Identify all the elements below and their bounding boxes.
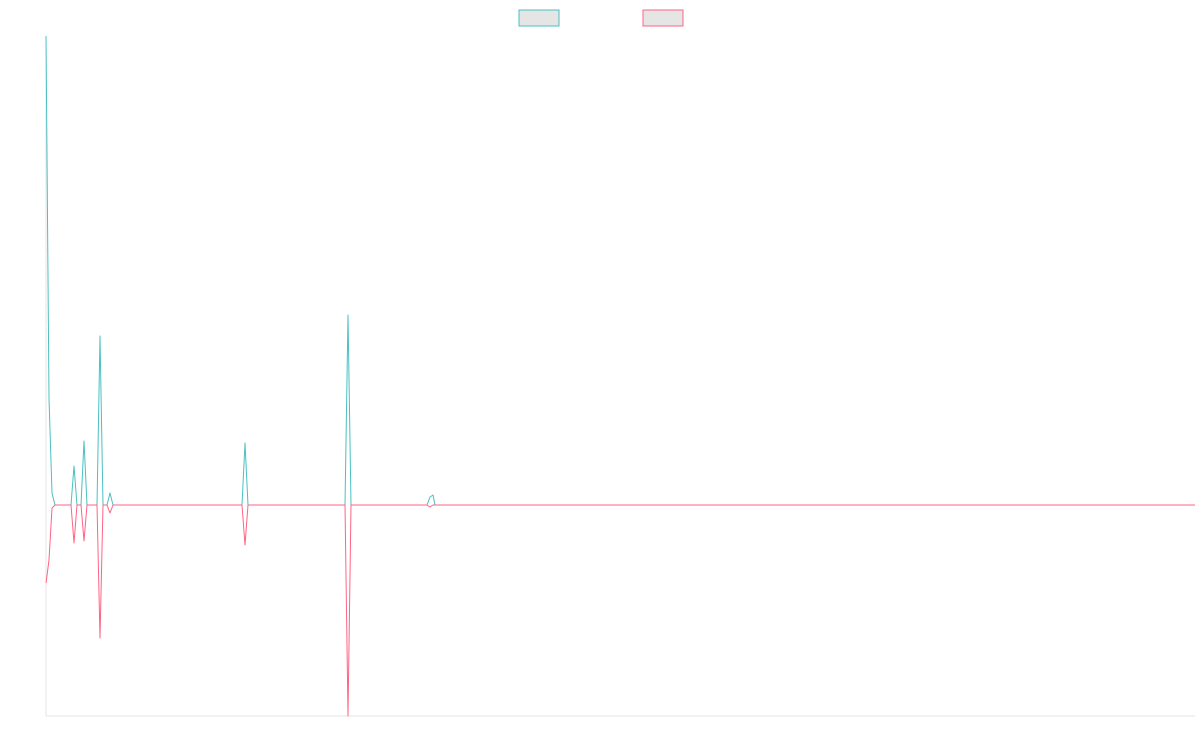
- legend-swatch: [518, 9, 560, 27]
- series-line: [45, 504, 1195, 717]
- legend-swatch: [642, 9, 684, 27]
- series-line: [45, 35, 1195, 506]
